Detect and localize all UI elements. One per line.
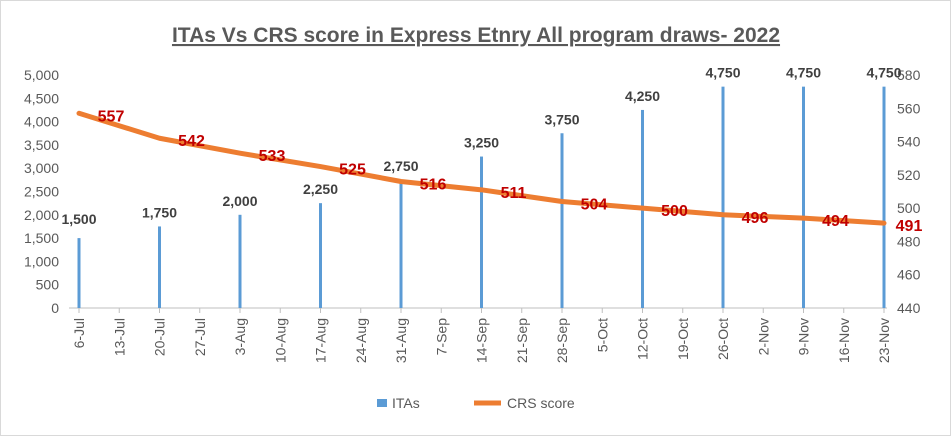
x-tick-label: 21-Sep bbox=[514, 318, 530, 363]
legend-crs-label: CRS score bbox=[507, 395, 575, 411]
y-left-tick-label: 5,000 bbox=[24, 67, 59, 83]
y-left-tick-label: 2,500 bbox=[24, 184, 59, 200]
bar-data-label: 1,500 bbox=[61, 211, 96, 227]
y-left-tick-label: 3,000 bbox=[24, 160, 59, 176]
y-left-tick-label: 4,000 bbox=[24, 114, 59, 130]
y-right-tick-label: 560 bbox=[897, 100, 921, 116]
x-tick-label: 24-Aug bbox=[353, 318, 369, 363]
y-right-tick-label: 540 bbox=[897, 134, 921, 150]
x-tick-label: 5-Oct bbox=[594, 318, 610, 352]
bar-itas bbox=[802, 87, 805, 308]
x-tick-label: 26-Oct bbox=[715, 318, 731, 360]
y-left-tick-label: 1,500 bbox=[24, 230, 59, 246]
x-tick-label: 7-Sep bbox=[433, 318, 449, 356]
y-left-tick-label: 0 bbox=[51, 300, 59, 316]
x-tick-label: 12-Oct bbox=[635, 318, 651, 360]
crs-data-label: 504 bbox=[581, 196, 608, 213]
x-tick-label: 27-Jul bbox=[192, 318, 208, 356]
bar-itas bbox=[480, 157, 483, 308]
legend-itas-label: ITAs bbox=[392, 395, 420, 411]
x-tick-label: 20-Jul bbox=[152, 318, 168, 356]
bar-data-label: 2,250 bbox=[303, 181, 338, 197]
y-right-tick-label: 460 bbox=[897, 267, 921, 283]
bar-data-label: 3,250 bbox=[464, 135, 499, 151]
bar-data-label: 1,750 bbox=[142, 204, 177, 220]
bar-data-label: 4,250 bbox=[625, 88, 660, 104]
y-left-tick-label: 2,000 bbox=[24, 207, 59, 223]
y-left-tick-label: 4,500 bbox=[24, 90, 59, 106]
crs-data-label: 542 bbox=[178, 133, 205, 150]
x-tick-label: 9-Nov bbox=[796, 318, 812, 355]
y-left-tick-label: 1,000 bbox=[24, 253, 59, 269]
x-tick-label: 13-Jul bbox=[111, 318, 127, 356]
y-left-tick-label: 3,500 bbox=[24, 137, 59, 153]
legend-itas-swatch bbox=[377, 399, 387, 407]
y-right-tick-label: 440 bbox=[897, 300, 921, 316]
crs-data-label: 557 bbox=[98, 108, 125, 125]
x-tick-label: 3-Aug bbox=[232, 318, 248, 355]
bar-itas bbox=[400, 180, 403, 308]
bar-data-label: 4,750 bbox=[866, 65, 901, 81]
y-right-tick-label: 480 bbox=[897, 233, 921, 249]
bar-itas bbox=[158, 226, 161, 308]
legend: ITAs CRS score bbox=[377, 395, 575, 411]
x-tick-label: 17-Aug bbox=[313, 318, 329, 363]
y-right-tick-label: 500 bbox=[897, 200, 921, 216]
crs-data-label: 516 bbox=[420, 177, 447, 194]
bar-itas bbox=[78, 238, 81, 308]
bar-itas bbox=[883, 87, 886, 308]
crs-data-label: 533 bbox=[259, 148, 286, 165]
bar-itas bbox=[561, 133, 564, 308]
x-tick-label: 19-Oct bbox=[675, 318, 691, 360]
x-tick-label: 16-Nov bbox=[836, 318, 852, 363]
x-tick-label: 2-Nov bbox=[755, 318, 771, 355]
crs-data-label: 491 bbox=[896, 218, 923, 235]
bar-data-label: 4,750 bbox=[786, 65, 821, 81]
x-tick-label: 14-Sep bbox=[474, 318, 490, 363]
y-right-tick-label: 520 bbox=[897, 167, 921, 183]
x-tick-label: 6-Jul bbox=[71, 318, 87, 348]
bar-itas bbox=[722, 87, 725, 308]
x-tick-label: 23-Nov bbox=[876, 318, 892, 363]
chart-title: ITAs Vs CRS score in Express Etnry All p… bbox=[172, 24, 780, 47]
crs-data-label: 525 bbox=[339, 162, 366, 179]
x-tick-label: 28-Sep bbox=[554, 318, 570, 363]
crs-data-label: 494 bbox=[822, 213, 849, 230]
crs-data-label: 511 bbox=[501, 185, 527, 202]
x-tick-label: 10-Aug bbox=[272, 318, 288, 363]
bar-data-label: 2,000 bbox=[222, 193, 257, 209]
y-left-tick-label: 500 bbox=[36, 277, 60, 293]
bar-itas bbox=[319, 203, 322, 308]
x-tick-label: 31-Aug bbox=[393, 318, 409, 363]
bar-data-label: 3,750 bbox=[544, 111, 579, 127]
bar-itas bbox=[239, 215, 242, 308]
crs-data-label: 500 bbox=[661, 203, 688, 220]
crs-data-label: 496 bbox=[742, 210, 769, 227]
bar-data-label: 2,750 bbox=[383, 158, 418, 174]
bar-data-label: 4,750 bbox=[705, 65, 740, 81]
